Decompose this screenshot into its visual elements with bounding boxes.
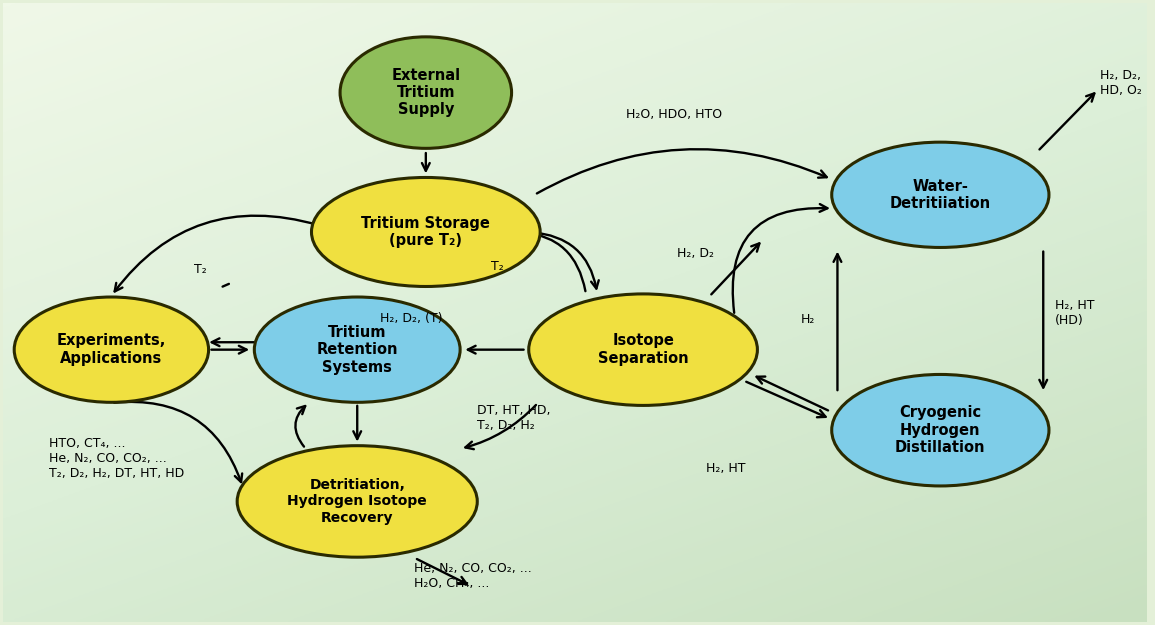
Text: HTO, CT₄, ...
He, N₂, CO, CO₂, ...
T₂, D₂, H₂, DT, HT, HD: HTO, CT₄, ... He, N₂, CO, CO₂, ... T₂, D… [49,437,184,479]
Text: Detritiation,
Hydrogen Isotope
Recovery: Detritiation, Hydrogen Isotope Recovery [288,478,427,524]
Text: Tritium
Retention
Systems: Tritium Retention Systems [316,325,398,374]
Text: T₂: T₂ [194,262,207,276]
Text: T₂: T₂ [491,259,504,272]
Ellipse shape [832,374,1049,486]
Ellipse shape [832,142,1049,248]
Text: DT, HT, HD,
T₂, D₂, H₂: DT, HT, HD, T₂, D₂, H₂ [477,404,551,432]
Text: Cryogenic
Hydrogen
Distillation: Cryogenic Hydrogen Distillation [895,405,985,455]
Ellipse shape [14,297,209,402]
Text: Isotope
Separation: Isotope Separation [598,334,688,366]
Text: Tritium Storage
(pure T₂): Tritium Storage (pure T₂) [362,216,490,248]
Text: He, N₂, CO, CO₂, ...
H₂O, CH₄, ...: He, N₂, CO, CO₂, ... H₂O, CH₄, ... [415,562,532,590]
Text: H₂, D₂: H₂, D₂ [677,247,715,260]
Text: Water-
Detritiiation: Water- Detritiiation [889,179,991,211]
Text: External
Tritium
Supply: External Tritium Supply [392,68,461,118]
Ellipse shape [340,37,512,148]
Ellipse shape [529,294,758,406]
Text: H₂, HT: H₂, HT [706,462,745,475]
Text: H₂, D₂, (T): H₂, D₂, (T) [380,312,444,325]
Text: H₂: H₂ [800,313,815,326]
Ellipse shape [237,446,477,557]
Ellipse shape [312,177,541,286]
Ellipse shape [254,297,460,402]
Text: H₂, D₂,
HD, O₂: H₂, D₂, HD, O₂ [1101,69,1142,98]
Text: Experiments,
Applications: Experiments, Applications [57,334,166,366]
Text: H₂, HT
(HD): H₂, HT (HD) [1055,299,1094,326]
Text: H₂O, HDO, HTO: H₂O, HDO, HTO [626,107,722,121]
